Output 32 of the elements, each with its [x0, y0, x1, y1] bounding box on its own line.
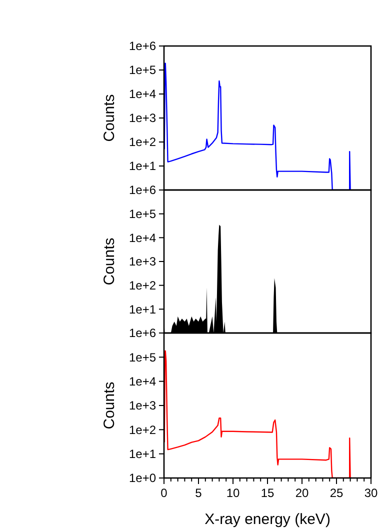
y-axis-title: Counts [101, 382, 118, 430]
y-tick-label: 1e+5 [128, 207, 156, 222]
y-tick-label: 1e+5 [128, 63, 156, 78]
y-tick-label: 1e+5 [128, 350, 156, 364]
line-series [164, 350, 351, 478]
y-tick-label: 1e+4 [128, 374, 156, 389]
line-series [164, 62, 351, 190]
x-tick-label: 20 [295, 486, 309, 500]
x-tick-label: 25 [330, 486, 344, 500]
x-tick-label: 30 [364, 486, 378, 500]
y-tick-label: 1e+2 [128, 422, 156, 437]
x-tick-label: 0 [160, 486, 168, 500]
x-tick-label: 10 [226, 486, 240, 500]
y-tick-label: 1e+1 [128, 447, 156, 462]
y-tick-label: 1e+4 [128, 87, 156, 102]
y-tick-label: 1e+6 [128, 39, 156, 54]
x-tick-label: 15 [260, 486, 274, 500]
y-tick-label: 1e+2 [128, 135, 156, 150]
y-tick-label: 1e+2 [128, 278, 156, 293]
y-axis-title: Counts [101, 238, 118, 286]
y-axis-title: Counts [101, 94, 118, 142]
y-tick-label: 1e+1 [128, 159, 156, 174]
y-tick-label: 1e+3 [128, 254, 156, 269]
y-tick-label: 1e+3 [128, 398, 156, 413]
y-tick-label: 1e+1 [128, 302, 156, 316]
y-tick-label: 1e+0 [128, 471, 156, 486]
y-tick-label: 1e+6 [128, 183, 156, 198]
y-tick-label: 1e+4 [128, 230, 156, 245]
y-tick-label: 1e+3 [128, 111, 156, 126]
x-axis-title: X-ray energy (keV) [204, 511, 330, 528]
x-tick-label: 5 [195, 486, 202, 500]
y-tick-label: 1e+6 [128, 326, 156, 340]
